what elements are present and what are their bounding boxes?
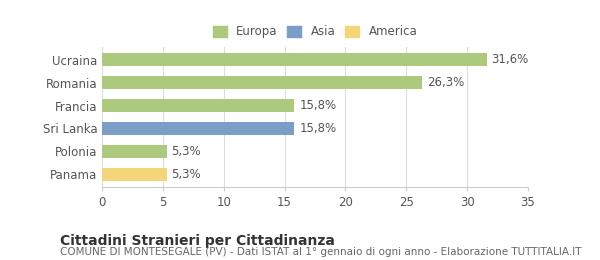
Bar <box>102 122 295 135</box>
Text: 26,3%: 26,3% <box>427 76 464 89</box>
Text: 15,8%: 15,8% <box>299 122 337 135</box>
Text: COMUNE DI MONTESEGALE (PV) - Dati ISTAT al 1° gennaio di ogni anno - Elaborazion: COMUNE DI MONTESEGALE (PV) - Dati ISTAT … <box>60 248 581 257</box>
Text: 15,8%: 15,8% <box>299 99 337 112</box>
Bar <box>102 168 167 181</box>
Legend: Europa, Asia, America: Europa, Asia, America <box>209 22 421 42</box>
Text: 5,3%: 5,3% <box>172 168 201 181</box>
Text: 5,3%: 5,3% <box>172 145 201 158</box>
Text: 31,6%: 31,6% <box>491 53 529 66</box>
Bar <box>102 76 422 89</box>
Bar <box>102 145 167 158</box>
Bar <box>102 53 487 66</box>
Text: Cittadini Stranieri per Cittadinanza: Cittadini Stranieri per Cittadinanza <box>60 234 335 248</box>
Bar <box>102 99 295 112</box>
